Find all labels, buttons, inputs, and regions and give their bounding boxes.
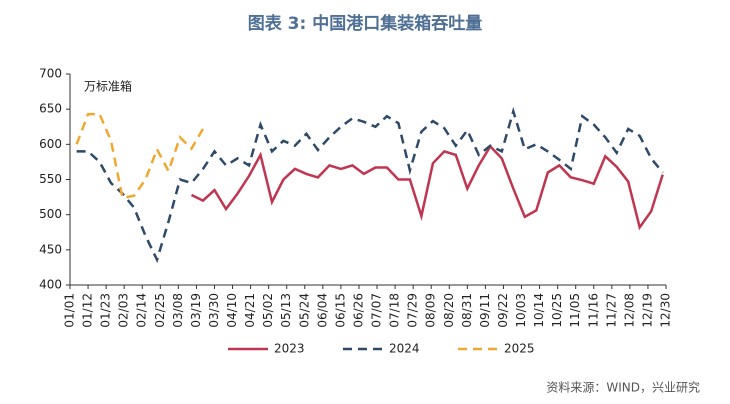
x-tick-label: 11/27 (604, 293, 618, 328)
x-tick-label: 10/03 (514, 293, 528, 328)
y-tick-label: 450 (39, 242, 62, 256)
x-tick-label: 08/09 (424, 293, 438, 328)
x-tick-label: 05/24 (297, 293, 311, 328)
y-tick-label: 550 (39, 172, 62, 186)
x-tick-label: 09/22 (496, 293, 510, 328)
x-tick-label: 12/08 (622, 293, 636, 328)
x-tick-label: 02/25 (153, 293, 167, 328)
x-tick-label: 04/21 (243, 293, 257, 328)
legend-label: 2025 (504, 342, 535, 356)
chart-title: 图表 3: 中国港口集装箱吞吐量 (248, 13, 482, 34)
x-tick-label: 12/30 (659, 293, 673, 328)
source: 资料来源：WIND，兴业研究 (546, 380, 700, 395)
x-tick-label: 02/14 (135, 293, 149, 328)
series-line (76, 106, 664, 264)
x-tick-label: 05/02 (261, 293, 275, 328)
x-tick-label: 03/08 (171, 293, 185, 328)
legend-label: 2023 (274, 342, 305, 356)
y-axis-label: 万标准箱 (84, 79, 132, 94)
x-tick-label: 09/11 (478, 293, 492, 328)
x-tick-label: 12/19 (640, 293, 654, 328)
x-tick-label: 07/18 (388, 293, 402, 328)
x-tick-label: 06/04 (315, 293, 329, 328)
x-tick-label: 10/25 (550, 293, 564, 328)
x-tick-label: 07/07 (370, 293, 384, 328)
x-tick-label: 08/31 (460, 293, 474, 328)
y-tick-label: 700 (39, 67, 62, 81)
x-tick-label: 10/14 (532, 293, 546, 328)
x-tick-label: 04/10 (225, 293, 239, 328)
x-tick-label: 06/26 (351, 293, 365, 328)
x-tick-label: 01/12 (81, 293, 95, 328)
x-tick-label: 11/16 (586, 293, 600, 328)
x-tick-label: 03/19 (189, 293, 203, 328)
series-line (75, 112, 205, 200)
x-tick-label: 01/01 (63, 293, 77, 328)
series-line (190, 144, 664, 231)
x-tick-label: 07/29 (406, 293, 420, 328)
y-tick-label: 600 (39, 137, 62, 151)
x-tick-label: 06/15 (333, 293, 347, 328)
y-tick-label: 400 (39, 278, 62, 292)
x-tick-label: 03/30 (207, 293, 221, 328)
x-tick-label: 05/13 (279, 293, 293, 328)
y-tick-label: 500 (39, 207, 62, 221)
x-tick-label: 08/20 (442, 293, 456, 328)
x-tick-label: 02/03 (117, 293, 131, 328)
x-tick-label: 11/05 (568, 293, 582, 328)
legend-label: 2024 (389, 342, 420, 356)
x-tick-label: 01/23 (99, 293, 113, 328)
y-tick-label: 650 (39, 102, 62, 116)
